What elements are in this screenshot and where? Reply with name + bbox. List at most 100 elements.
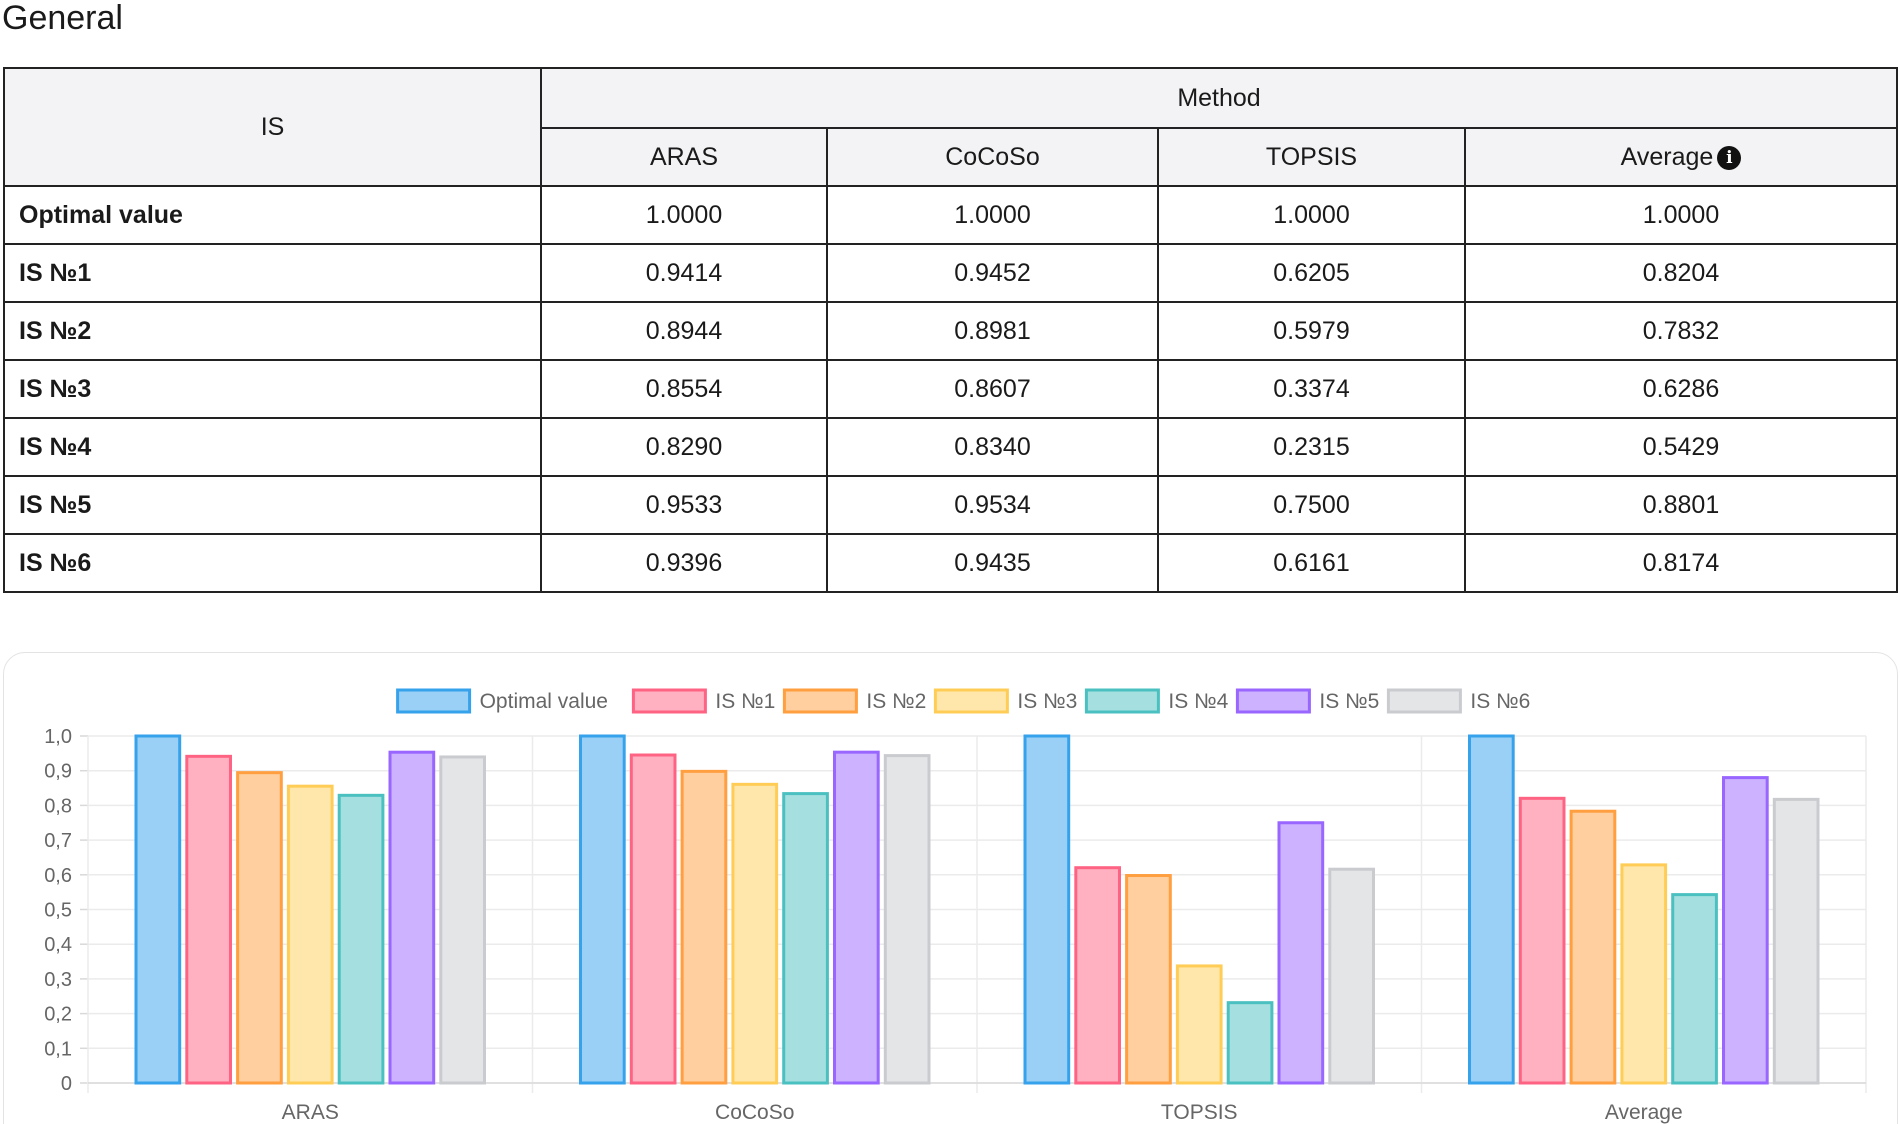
bar <box>1074 866 1121 1085</box>
y-tick-label: 0,5 <box>44 900 72 922</box>
legend-swatch <box>396 688 472 714</box>
y-tick-label: 0 <box>61 1073 72 1095</box>
legend-label: IS №2 <box>866 690 926 713</box>
table-cell: 0.9414 <box>540 243 828 303</box>
table-row: IS №5 0.9533 0.9534 0.7500 0.8801 <box>3 475 1899 535</box>
table-cell: 1.0000 <box>826 185 1159 245</box>
column-header-average: Average i <box>1463 127 1899 187</box>
table-cell: 0.5979 <box>1157 301 1466 361</box>
table-cell: 0.8290 <box>540 417 828 477</box>
bar <box>1175 964 1223 1085</box>
bar <box>1023 734 1071 1085</box>
bar <box>236 771 283 1085</box>
y-tick-label: 0,1 <box>44 1038 72 1060</box>
y-tick-label: 0,4 <box>44 934 72 956</box>
table-row: IS №4 0.8290 0.8340 0.2315 0.5429 <box>3 417 1899 477</box>
info-icon[interactable]: i <box>1717 145 1742 170</box>
legend-swatch <box>933 688 1009 714</box>
bar <box>1518 796 1566 1085</box>
y-tick-label: 1,0 <box>44 726 72 748</box>
bar <box>1277 821 1325 1085</box>
bar <box>629 753 677 1085</box>
bar <box>388 750 436 1085</box>
legend-swatch <box>1084 688 1160 714</box>
legend-label: Optimal value <box>480 690 608 713</box>
table-cell: 0.2315 <box>1157 417 1466 477</box>
legend-label: IS №5 <box>1319 690 1379 713</box>
bar <box>286 784 334 1085</box>
legend-swatch <box>1386 688 1462 714</box>
table-cell: 0.7832 <box>1463 301 1899 361</box>
bar <box>1125 874 1172 1085</box>
table-cell: 0.6286 <box>1463 359 1899 419</box>
table-cell: 0.8801 <box>1463 475 1899 535</box>
chart-card: 0 0,1 0,2 0,3 0,4 0,5 0,6 0,7 0,8 0,9 1,0 ARAS CoCoS… <box>3 652 1898 1124</box>
x-tick-label: ARAS <box>282 1101 339 1124</box>
table-cell: 0.8554 <box>540 359 828 419</box>
table-cell: 0.9396 <box>540 533 828 593</box>
table-row: IS №2 0.8944 0.8981 0.5979 0.7832 <box>3 301 1899 361</box>
table-row: Optimal value 1.0000 1.0000 1.0000 1.0000 <box>3 185 1899 245</box>
bar <box>833 750 880 1085</box>
bar <box>1468 734 1515 1085</box>
legend-swatch <box>1235 688 1311 714</box>
page-title: General <box>2 0 123 37</box>
table-cell: 0.8981 <box>826 301 1159 361</box>
legend-label: IS №4 <box>1168 690 1228 713</box>
table-cell: 0.7500 <box>1157 475 1466 535</box>
table-cell: 0.8174 <box>1463 533 1899 593</box>
bar-chart: 0 0,1 0,2 0,3 0,4 0,5 0,6 0,7 0,8 0,9 1,0 ARAS CoCoS… <box>44 688 1867 1124</box>
table-cell: 0.9435 <box>826 533 1159 593</box>
y-tick-label: 0,6 <box>44 865 72 887</box>
column-header-average-label: Average <box>1620 142 1714 171</box>
bar <box>1722 776 1769 1085</box>
bar <box>185 754 232 1085</box>
column-header-aras: ARAS <box>540 127 828 187</box>
bar <box>1671 893 1718 1085</box>
table-cell: 0.9452 <box>826 243 1159 303</box>
table-cell: 0.6161 <box>1157 533 1466 593</box>
table-cell: 0.3374 <box>1157 359 1466 419</box>
table-cell: 0.9533 <box>540 475 828 535</box>
bar <box>439 755 486 1085</box>
table-cell: 0.8340 <box>826 417 1159 477</box>
row-label: IS №3 <box>3 359 542 419</box>
legend-swatch <box>782 688 858 714</box>
x-tick-label: CoCoSo <box>715 1101 794 1124</box>
table-body: Optimal value 1.0000 1.0000 1.0000 1.0000 IS … <box>3 185 1899 593</box>
y-tick-label: 0,9 <box>44 761 72 783</box>
y-tick-label: 0,7 <box>44 830 72 852</box>
row-label: IS №5 <box>3 475 542 535</box>
table-row: IS №1 0.9414 0.9452 0.6205 0.8204 <box>3 243 1899 303</box>
y-tick-label: 0,2 <box>44 1004 72 1026</box>
group-header-method: Method <box>539 67 1899 129</box>
y-tick-label: 0,3 <box>44 969 72 991</box>
legend-label: IS №6 <box>1470 690 1530 713</box>
column-header-cocoso: CoCoSo <box>826 127 1159 187</box>
table-cell: 0.8204 <box>1463 243 1899 303</box>
column-header-topsis: TOPSIS <box>1157 127 1466 187</box>
bar <box>1772 797 1820 1085</box>
row-label: IS №2 <box>3 301 542 361</box>
legend-label: IS №3 <box>1017 690 1077 713</box>
row-label: IS №4 <box>3 417 542 477</box>
bar <box>782 792 829 1085</box>
table-row: IS №3 0.8554 0.8607 0.3374 0.6286 <box>3 359 1899 419</box>
bar <box>1328 867 1375 1085</box>
bar <box>883 754 931 1085</box>
row-header-is: IS <box>3 67 542 187</box>
bar <box>337 793 385 1085</box>
bar <box>579 734 626 1085</box>
bar <box>680 769 728 1085</box>
legend-swatch <box>631 688 707 714</box>
table-row: IS №6 0.9396 0.9435 0.6161 0.8174 <box>3 533 1899 593</box>
table-cell: 0.6205 <box>1157 243 1466 303</box>
row-label: Optimal value <box>3 185 542 245</box>
y-tick-label: 0,8 <box>44 795 72 817</box>
bar <box>1569 809 1617 1085</box>
table-cell: 1.0000 <box>1463 185 1899 245</box>
table-cell: 1.0000 <box>1157 185 1466 245</box>
table-cell: 1.0000 <box>540 185 828 245</box>
table-cell: 0.8607 <box>826 359 1159 419</box>
table-header-row: IS Method <box>3 67 1899 187</box>
